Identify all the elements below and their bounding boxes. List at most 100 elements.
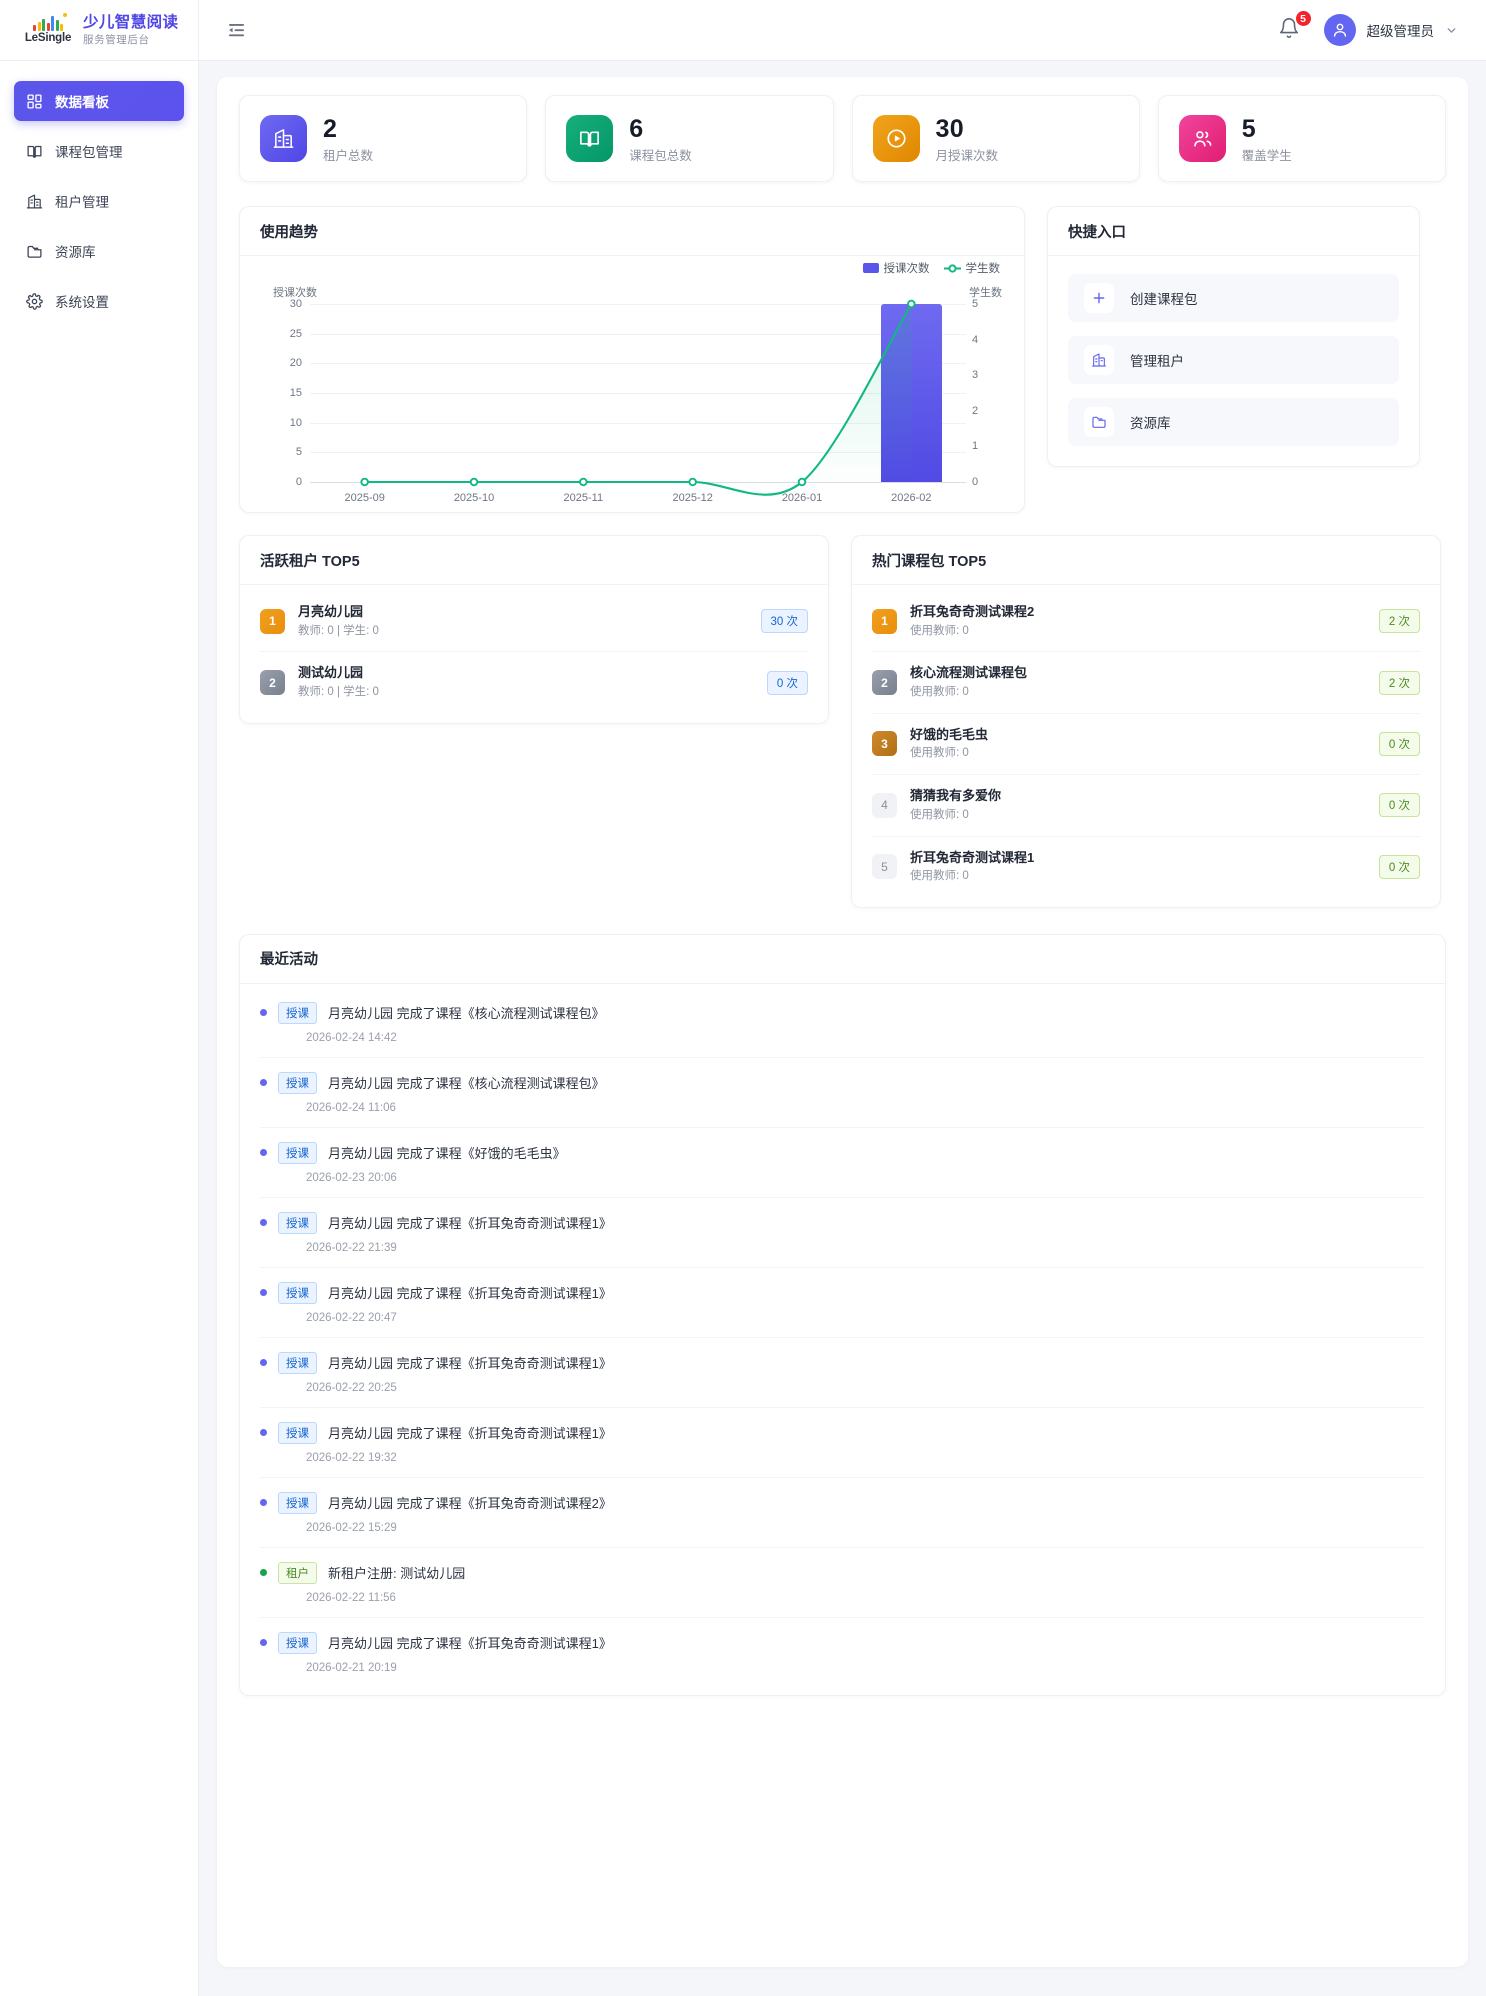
- stat-card-monthly-lessons: 30 月授课次数: [851, 95, 1140, 182]
- y-axis-left-tick: 15: [289, 387, 302, 399]
- quick-action-label: 资源库: [1130, 416, 1171, 431]
- user-menu[interactable]: 超级管理员: [1323, 14, 1459, 46]
- stat-value: 5: [1241, 114, 1256, 143]
- chart-gridline: [310, 333, 966, 335]
- legend-item-students[interactable]: 学生数: [943, 260, 1000, 276]
- activity-line: 租户 新租户注册: 测试幼儿园: [260, 1561, 1425, 1584]
- list-item: 授课 月亮幼儿园 完成了课程《折耳兔奇奇测试课程1》 2026-02-22 21:3…: [260, 1198, 1425, 1268]
- book-open-icon: [580, 131, 600, 147]
- stat-icon-wrap: [566, 115, 614, 162]
- top5-row: 活跃租户 TOP5 1 月亮幼儿园 教师: 0 | 学生: 0 30 次 2 测试幼儿园教…: [239, 535, 1446, 908]
- panel-header: 活跃租户 TOP5: [240, 536, 828, 585]
- list-item[interactable]: 2 测试幼儿园 教师: 0 | 学生: 0 0 次: [260, 652, 808, 712]
- rank-name: 测试幼儿园: [298, 665, 364, 681]
- count-badge: 0 次: [1378, 731, 1420, 756]
- list-item: 授课 月亮幼儿园 完成了课程《核心流程测试课程包》 2026-02-24 11:06: [260, 1058, 1425, 1128]
- activity-text: 月亮幼儿园 完成了课程《折耳兔奇奇测试课程2》: [328, 1496, 612, 1512]
- legend-item-lessons[interactable]: 授课次数: [862, 260, 930, 276]
- gear-icon: [26, 292, 43, 310]
- activity-line: 授课 月亮幼儿园 完成了课程《折耳兔奇奇测试课程1》: [260, 1211, 1425, 1234]
- panel-header: 快捷入口: [1048, 207, 1419, 256]
- activity-line: 授课 月亮幼儿园 完成了课程《折耳兔奇奇测试课程1》: [260, 1351, 1425, 1374]
- activity-timestamp: 2026-02-22 20:25: [306, 1381, 397, 1394]
- stat-value: 30: [935, 114, 964, 143]
- chart-data-point[interactable]: [469, 477, 479, 487]
- lesingle-logo: LeSingle: [22, 13, 74, 44]
- logo-wordmark: LeSingle: [24, 32, 72, 44]
- chart-data-point[interactable]: [688, 477, 697, 487]
- activity-line: 授课 月亮幼儿园 完成了课程《折耳兔奇奇测试课程2》: [260, 1491, 1425, 1514]
- chart-gridline: [310, 452, 966, 454]
- sidebar-item-dashboard[interactable]: 数据看板: [14, 81, 184, 121]
- chart-data-point[interactable]: [360, 477, 369, 487]
- stat-label: 覆盖学生: [1241, 148, 1292, 163]
- sidebar-item-tenants[interactable]: 租户管理: [14, 181, 184, 221]
- rank-text: 猜猜我有多爱你 使用教师: 0: [910, 788, 1366, 822]
- activity-line: 授课 月亮幼儿园 完成了课程《折耳兔奇奇测试课程1》: [260, 1281, 1425, 1304]
- activity-type-badge: 授课: [278, 1631, 317, 1654]
- count-badge: 0 次: [1378, 793, 1420, 818]
- list-item[interactable]: 4 猜猜我有多爱你 使用教师: 0 0 次: [872, 775, 1420, 837]
- list-item[interactable]: 2 核心流程测试课程包 使用教师: 0 2 次: [872, 652, 1420, 714]
- menu-fold-icon[interactable]: [221, 15, 251, 45]
- panel-header: 使用趋势: [240, 207, 1024, 256]
- sidebar-item-label: 租户管理: [55, 195, 109, 210]
- chart-data-point[interactable]: [907, 299, 916, 309]
- sidebar-item-label: 课程包管理: [55, 145, 123, 160]
- status-dot: [260, 1359, 267, 1367]
- legend-swatch-line: [943, 263, 961, 274]
- brand-title: 少儿智慧阅读: [83, 13, 179, 31]
- folder-icon: [26, 243, 43, 260]
- panel-title: 快捷入口: [1068, 224, 1126, 241]
- sidebar-item-settings[interactable]: 系统设置: [14, 281, 184, 321]
- list-item[interactable]: 1 折耳兔奇奇测试课程2 使用教师: 0 2 次: [872, 591, 1420, 653]
- activity-text: 月亮幼儿园 完成了课程《好饿的毛毛虫》: [328, 1146, 566, 1162]
- rank-badge: 2: [260, 670, 285, 696]
- chart-data-point[interactable]: [797, 477, 807, 487]
- chart-gridline: [310, 304, 966, 305]
- top-header: LeSingle 少儿智慧阅读 服务管理后台: [0, 0, 1486, 61]
- stat-text: 5 覆盖学生: [1242, 115, 1292, 163]
- list-item[interactable]: 3 好饿的毛毛虫 使用教师: 0 0 次: [872, 714, 1420, 776]
- quick-action-resources[interactable]: 资源库: [1068, 398, 1399, 446]
- rank-meta: 使用教师: 0: [910, 870, 969, 883]
- activity-type-badge: 授课: [278, 1351, 317, 1374]
- trend-and-quick-row: 使用趋势 授课次数: [239, 206, 1446, 513]
- list-item: 授课 月亮幼儿园 完成了课程《折耳兔奇奇测试课程1》 2026-02-21 20:1…: [260, 1618, 1425, 1687]
- hot-packages-panel: 热门课程包 TOP5 1 折耳兔奇奇测试课程2 使用教师: 0 2 次 2 核心流程测试课…: [851, 535, 1441, 908]
- list-item[interactable]: 5 折耳兔奇奇测试课程1 使用教师: 0 0 次: [872, 837, 1420, 897]
- rank-text: 好饿的毛毛虫 使用教师: 0: [910, 727, 1366, 761]
- recent-activity-panel: 最近活动 授课 月亮幼儿园 完成了课程《核心流程测试课程包》 2026-02-24 …: [239, 933, 1446, 1696]
- activity-text: 月亮幼儿园 完成了课程《折耳兔奇奇测试课程1》: [328, 1356, 612, 1372]
- count-badge: 2 次: [1378, 670, 1420, 695]
- status-dot: [260, 1219, 267, 1227]
- status-dot: [260, 1639, 267, 1647]
- active-tenants-list: 1 月亮幼儿园 教师: 0 | 学生: 0 30 次 2 测试幼儿园 教师: 0 | 学生:…: [240, 585, 828, 723]
- usage-trend-panel: 使用趋势 授课次数: [239, 206, 1025, 513]
- rank-badge: 5: [872, 854, 897, 880]
- y-axis-right-tick: 1: [972, 440, 979, 453]
- sidebar-item-course-packages[interactable]: 课程包管理: [14, 131, 184, 171]
- quick-action-label: 管理租户: [1130, 354, 1184, 369]
- chart-legend: 授课次数 学生数: [862, 260, 1000, 276]
- chart-data-point[interactable]: [579, 477, 588, 487]
- activity-timestamp: 2026-02-23 20:06: [306, 1171, 397, 1184]
- user-icon: [1333, 23, 1346, 37]
- stat-text: 30 月授课次数: [936, 115, 999, 163]
- stat-icon-wrap: [1178, 115, 1226, 162]
- quick-action-create-package[interactable]: 创建课程包: [1068, 274, 1399, 322]
- list-item[interactable]: 1 月亮幼儿园 教师: 0 | 学生: 0 30 次: [260, 591, 808, 653]
- chevron-down-icon[interactable]: [1445, 24, 1458, 37]
- quick-action-manage-tenants[interactable]: 管理租户: [1068, 336, 1399, 384]
- status-dot: [260, 1009, 267, 1017]
- users-icon: [1193, 131, 1212, 147]
- brand-subtitle: 服务管理后台: [83, 33, 150, 46]
- chart-gridline: [310, 393, 966, 394]
- sidebar-item-label: 数据看板: [55, 95, 109, 110]
- notification-button[interactable]: 5: [1278, 10, 1312, 43]
- brand-block[interactable]: LeSingle 少儿智慧阅读 服务管理后台: [0, 0, 199, 60]
- sidebar-item-resources[interactable]: 资源库: [14, 231, 184, 271]
- count-badge: 0 次: [766, 670, 808, 695]
- rank-badge: 1: [872, 608, 897, 634]
